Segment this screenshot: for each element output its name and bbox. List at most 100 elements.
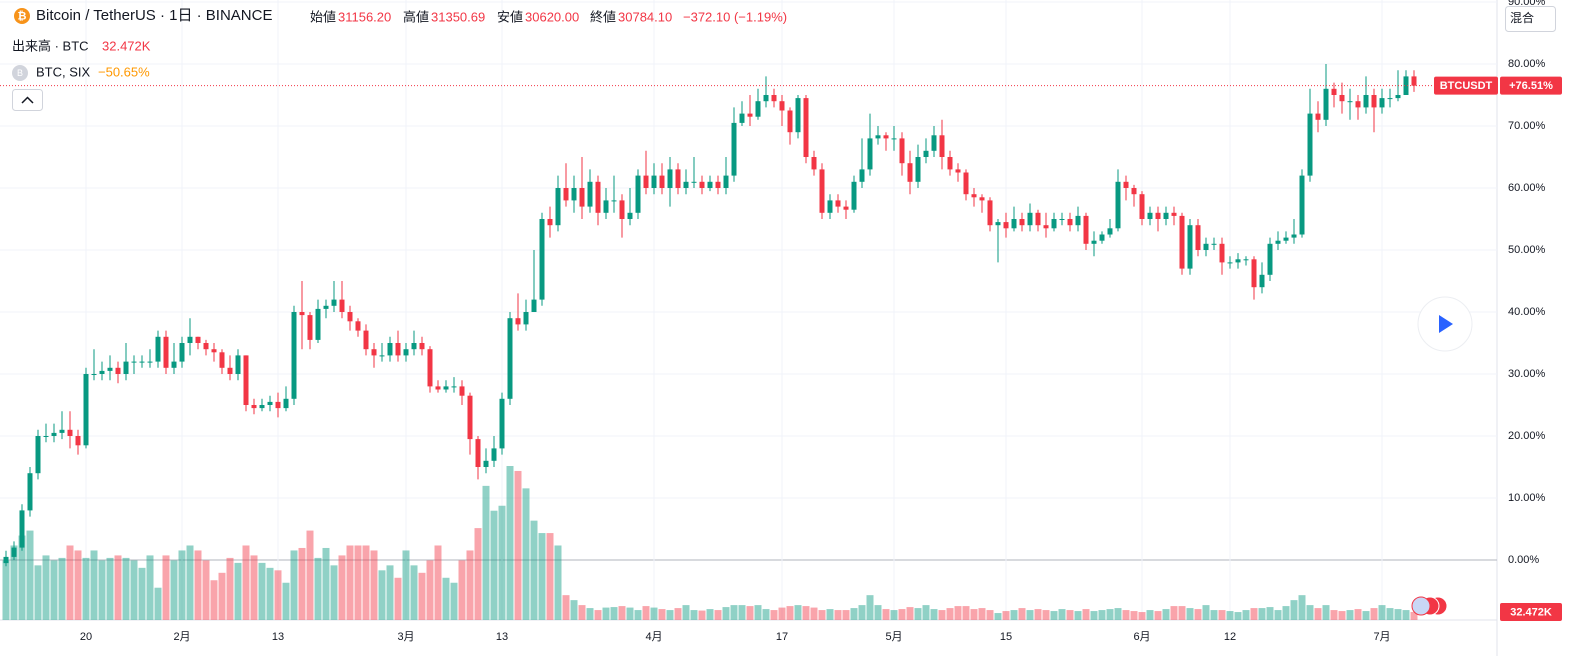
candle-body <box>1115 181 1121 229</box>
candle-body <box>1051 219 1057 229</box>
x-tick-label: 3月 <box>397 631 414 643</box>
volume-bar <box>698 610 706 620</box>
collapse-button[interactable] <box>12 89 43 111</box>
volume-bar <box>642 606 650 620</box>
volume-bar <box>1330 610 1338 620</box>
volume-bar <box>1394 609 1402 620</box>
volume-bar <box>1042 610 1050 620</box>
candle-body <box>123 361 129 374</box>
volume-bar <box>1082 609 1090 620</box>
volume-bar <box>1234 612 1242 620</box>
volume-bar <box>178 550 186 620</box>
volume-bar <box>1410 611 1418 620</box>
candle-body <box>787 110 793 133</box>
candle-body <box>1299 175 1305 235</box>
volume-bar <box>1130 611 1138 620</box>
candle-body <box>1003 222 1009 229</box>
volume-bar <box>1106 609 1114 620</box>
volume-bar <box>1098 610 1106 620</box>
candle-body <box>763 95 769 102</box>
volume-bar <box>226 557 234 620</box>
volume-bar <box>346 545 354 620</box>
mode-button-label[interactable]: 混合 <box>1510 10 1534 25</box>
candle-body <box>403 349 409 356</box>
candle-body <box>915 157 921 182</box>
volume-bar <box>426 560 434 620</box>
volume-bar <box>762 609 770 620</box>
candle-body <box>1099 234 1105 241</box>
candle-body <box>555 188 561 226</box>
candle-body <box>283 398 289 409</box>
volume-bar <box>978 608 986 620</box>
volume-bar <box>970 609 978 620</box>
candle-body <box>1251 259 1257 288</box>
candle-body <box>1347 101 1353 103</box>
volume-bar <box>66 545 74 620</box>
volume-bar <box>1154 611 1162 620</box>
event-flag[interactable] <box>1411 596 1431 616</box>
ohlc-label: 始値 <box>310 9 336 24</box>
candle-body <box>307 315 313 340</box>
candle-body <box>1211 243 1217 245</box>
candle-body <box>803 98 809 157</box>
candle-body <box>1171 212 1177 216</box>
y-tick-label: 30.00% <box>1508 368 1546 380</box>
volume-bar <box>554 545 562 620</box>
volume-bar <box>938 610 946 620</box>
volume-bar <box>506 466 514 620</box>
candle-body <box>563 188 569 201</box>
candle-body <box>451 386 457 388</box>
volume-bar <box>1274 610 1282 620</box>
volume-bar <box>802 606 810 620</box>
mode-button[interactable] <box>1505 6 1556 32</box>
candle-body <box>19 510 25 548</box>
candle-body <box>755 101 761 117</box>
candle-body <box>707 181 713 188</box>
candle-body <box>67 429 73 436</box>
ohlc-value: 31350.69 <box>431 9 485 24</box>
volume-bar <box>122 557 130 620</box>
volume-bar <box>1186 608 1194 620</box>
volume-bar <box>202 560 210 620</box>
volume-bar <box>378 570 386 620</box>
compare-label: BTC, SIX <box>36 64 91 79</box>
y-tick-label: 50.00% <box>1508 244 1546 256</box>
volume-bar <box>50 560 58 620</box>
volume-bar <box>1370 608 1378 620</box>
candle-body <box>1323 88 1329 120</box>
candle-body <box>1027 212 1033 226</box>
candle-body <box>643 175 649 188</box>
candle-body <box>1379 98 1385 108</box>
volume-bar <box>690 610 698 620</box>
volume-bar <box>738 605 746 620</box>
candle-body <box>203 343 209 350</box>
volume-bar <box>186 545 194 620</box>
volume-bar <box>402 550 410 620</box>
candle-body <box>1227 262 1233 264</box>
volume-bar <box>1226 611 1234 620</box>
candle-body <box>587 181 593 207</box>
candle-body <box>1187 225 1193 269</box>
candle-body <box>523 312 529 325</box>
candle-body <box>1067 219 1073 226</box>
volume-bar <box>882 609 890 620</box>
volume-bar <box>682 605 690 620</box>
candle-body <box>131 361 137 363</box>
volume-bar <box>650 607 658 620</box>
candle-body <box>1155 212 1161 219</box>
candle-body <box>907 163 913 182</box>
ohlc-label: 高値 <box>403 9 429 24</box>
volume-bar <box>354 545 362 620</box>
symbol-title[interactable]: Bitcoin / TetherUS · 1日 · BINANCE <box>36 7 272 24</box>
volume-bar <box>26 530 34 620</box>
volume-bar <box>530 520 538 620</box>
volume-bar <box>442 577 450 620</box>
candle-body <box>59 429 65 433</box>
collapse-icon <box>21 96 34 104</box>
volume-bar <box>922 605 930 620</box>
volume-bar <box>1282 606 1290 620</box>
volume-bar <box>850 608 858 620</box>
candle-body <box>315 308 321 340</box>
candle-body <box>1355 101 1361 108</box>
volume-bar <box>1242 610 1250 620</box>
